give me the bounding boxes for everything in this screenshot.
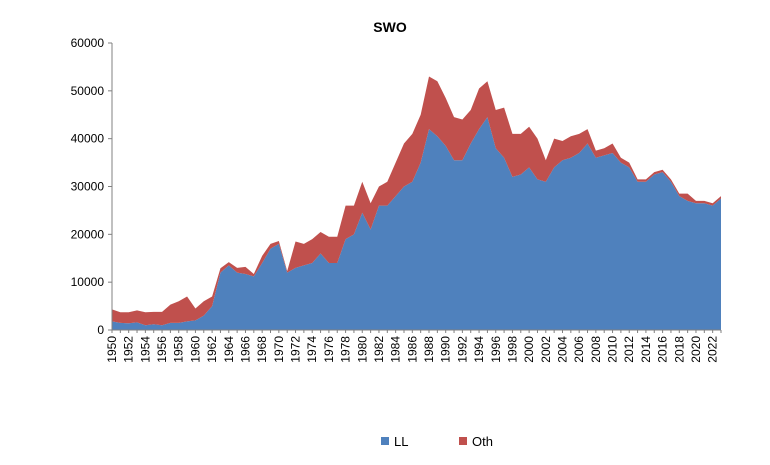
x-tick-label: 2002 bbox=[539, 336, 553, 363]
x-tick-label: 1960 bbox=[188, 336, 202, 363]
x-tick-label: 2010 bbox=[606, 336, 620, 363]
x-tick-label: 1990 bbox=[439, 336, 453, 363]
x-tick-label: 2016 bbox=[656, 336, 670, 363]
legend: LL Oth bbox=[381, 434, 493, 449]
x-tick-label: 1980 bbox=[355, 336, 369, 363]
x-tick-label: 1962 bbox=[205, 336, 219, 363]
x-tick-label: 1982 bbox=[372, 336, 386, 363]
plot-areas bbox=[112, 76, 721, 330]
x-tick-label: 2012 bbox=[622, 336, 636, 363]
x-tick-label: 2014 bbox=[639, 336, 653, 363]
x-tick-label: 1974 bbox=[305, 336, 319, 363]
y-tick-label: 50000 bbox=[71, 84, 105, 98]
chart-title: SWO bbox=[373, 19, 407, 35]
x-tick-label: 2008 bbox=[589, 336, 603, 363]
legend-label-ll: LL bbox=[394, 434, 408, 449]
y-tick-label: 20000 bbox=[71, 227, 105, 241]
x-tick-label: 1956 bbox=[155, 336, 169, 363]
x-tick-label: 1954 bbox=[138, 336, 152, 363]
x-tick-label: 1994 bbox=[472, 336, 486, 363]
x-tick-label: 1996 bbox=[489, 336, 503, 363]
x-tick-label: 1958 bbox=[172, 336, 186, 363]
x-tick-label: 1988 bbox=[422, 336, 436, 363]
series-area-oth bbox=[112, 76, 721, 326]
x-tick-label: 1950 bbox=[105, 336, 119, 363]
x-tick-label: 2006 bbox=[572, 336, 586, 363]
series-area-ll bbox=[112, 117, 721, 330]
y-tick-label: 0 bbox=[97, 323, 104, 337]
x-tick-label: 1952 bbox=[122, 336, 136, 363]
x-tick-label: 1966 bbox=[238, 336, 252, 363]
y-tick-label: 40000 bbox=[71, 132, 105, 146]
x-tick-label: 2022 bbox=[706, 336, 720, 363]
x-tick-label: 1992 bbox=[455, 336, 469, 363]
x-tick-label: 1972 bbox=[289, 336, 303, 363]
x-tick-label: 1984 bbox=[389, 336, 403, 363]
y-tick-label: 30000 bbox=[71, 180, 105, 194]
x-tick-label: 2004 bbox=[555, 336, 569, 363]
x-tick-label: 1964 bbox=[222, 336, 236, 363]
x-tick-label: 1998 bbox=[505, 336, 519, 363]
y-tick-label: 60000 bbox=[71, 36, 105, 50]
legend-label-oth: Oth bbox=[472, 434, 493, 449]
legend-swatch-ll bbox=[381, 437, 389, 445]
x-tick-label: 2018 bbox=[672, 336, 686, 363]
x-tick-label: 1970 bbox=[272, 336, 286, 363]
x-tick-label: 1986 bbox=[405, 336, 419, 363]
y-tick-label: 10000 bbox=[71, 275, 105, 289]
x-tick-label: 1978 bbox=[339, 336, 353, 363]
x-tick-label: 1976 bbox=[322, 336, 336, 363]
x-tick-label: 1968 bbox=[255, 336, 269, 363]
x-tick-label: 2020 bbox=[689, 336, 703, 363]
legend-swatch-oth bbox=[459, 437, 467, 445]
x-tick-label: 2000 bbox=[522, 336, 536, 363]
